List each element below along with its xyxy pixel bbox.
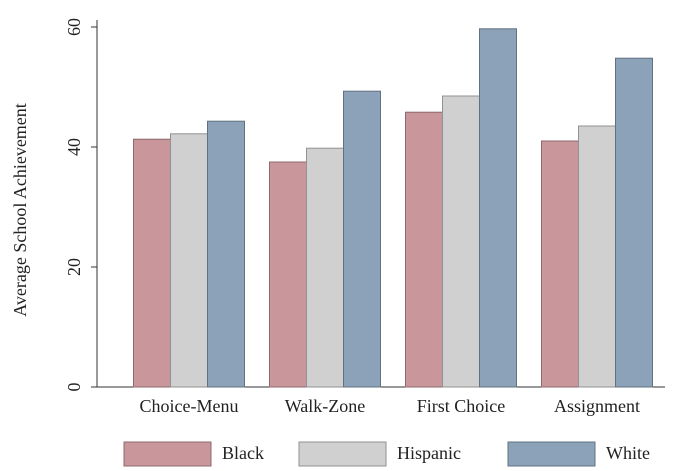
- legend-swatch: [123, 441, 212, 467]
- bar: [207, 120, 245, 388]
- y-tick-label: 20: [64, 258, 84, 276]
- legend-swatch: [298, 441, 387, 467]
- legend-label: Black: [222, 443, 264, 463]
- bar: [269, 161, 307, 388]
- x-tick-label: Walk-Zone: [285, 396, 366, 416]
- bar: [405, 111, 443, 388]
- x-tick-label: Choice-Menu: [140, 396, 239, 416]
- bar: [541, 140, 579, 388]
- bar: [170, 133, 208, 388]
- bar: [133, 138, 171, 388]
- y-tick-label: 0: [64, 383, 84, 392]
- x-tick-label: Assignment: [554, 396, 640, 416]
- y-tick-label: 60: [64, 18, 84, 36]
- bar: [615, 57, 653, 388]
- y-tick-label: 40: [64, 138, 84, 156]
- bar: [578, 125, 616, 388]
- bar: [306, 147, 344, 388]
- legend-label: Hispanic: [397, 443, 461, 463]
- bar: [343, 90, 381, 388]
- y-axis-title: Average School Achievement: [10, 103, 30, 317]
- legend-label: White: [606, 443, 650, 463]
- legend-swatch: [507, 441, 596, 467]
- x-tick-label: First Choice: [417, 396, 506, 416]
- bar: [479, 28, 517, 388]
- bar: [442, 95, 480, 388]
